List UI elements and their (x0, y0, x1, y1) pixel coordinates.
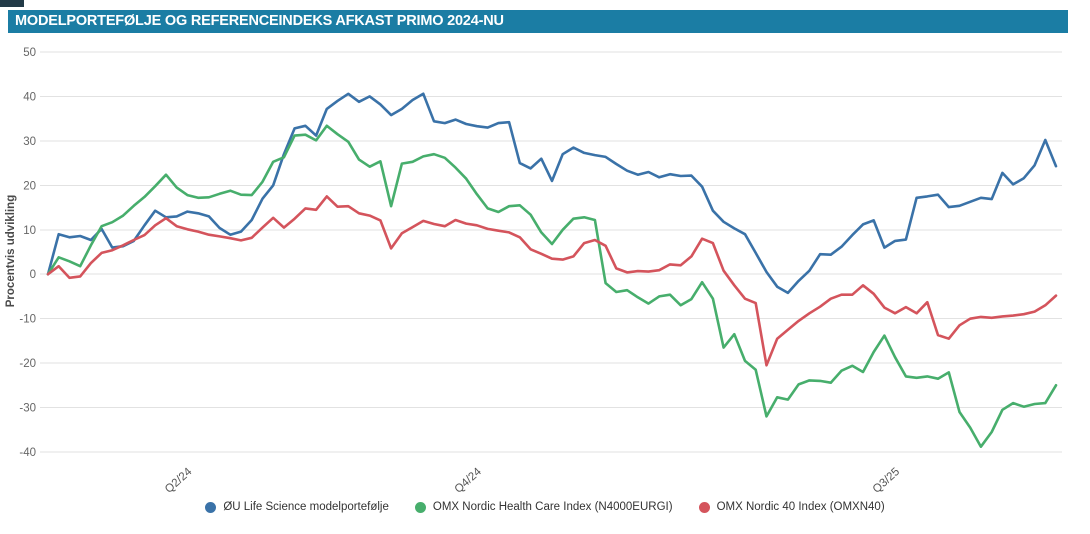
x-tick-label: Q2/24 (163, 465, 195, 495)
y-tick-label: -20 (19, 358, 36, 370)
legend-label: OMX Nordic Health Care Index (N4000EURGI… (432, 501, 673, 513)
legend-item-health-care-index[interactable]: OMX Nordic Health Care Index (N4000EURGI… (414, 501, 673, 513)
y-tick-label: -30 (19, 403, 36, 415)
series-line-2 (46, 195, 1058, 367)
x-tick-label: Q4/24 (453, 465, 485, 495)
legend-label: ØU Life Science modelportefølje (223, 501, 389, 513)
legend-item-omxn40[interactable]: OMX Nordic 40 Index (OMXN40) (698, 501, 885, 513)
legend-dot-health-care-index-icon (414, 501, 426, 513)
legend-item-life-science[interactable]: ØU Life Science modelportefølje (205, 501, 389, 513)
series-line-1 (46, 124, 1058, 449)
y-tick-label: 50 (23, 47, 36, 59)
legend-label: OMX Nordic 40 Index (OMXN40) (716, 501, 885, 513)
chart-legend: ØU Life Science modelportefølje OMX Nord… (0, 501, 1090, 513)
y-tick-label: 30 (23, 136, 36, 148)
y-tick-label: 0 (30, 269, 36, 281)
top-left-corner-mark (0, 0, 24, 7)
legend-dot-omxn40-icon (698, 501, 710, 513)
y-tick-label: -10 (19, 314, 36, 326)
series-line-0 (46, 92, 1058, 295)
legend-dot-life-science-icon (205, 501, 217, 513)
y-tick-label: -40 (19, 447, 36, 459)
y-tick-label: 20 (23, 180, 36, 192)
y-tick-label: 10 (23, 225, 36, 237)
chart-title-bar: MODELPORTEFØLJE OG REFERENCEINDEKS AFKAS… (8, 10, 1068, 33)
x-tick-label: Q3/25 (871, 466, 902, 496)
y-tick-label: 40 (23, 91, 36, 103)
